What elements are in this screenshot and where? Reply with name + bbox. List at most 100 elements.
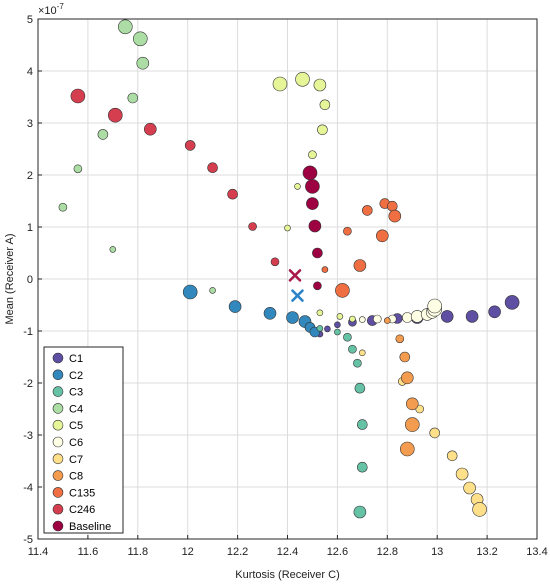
data-point <box>405 397 419 411</box>
legend-label: C3 <box>69 387 83 399</box>
data-point <box>227 188 238 200</box>
data-point <box>73 164 83 174</box>
data-point <box>263 306 277 320</box>
data-point <box>463 481 476 495</box>
data-point <box>375 229 389 243</box>
y-tick-label: -1 <box>23 326 33 338</box>
legend-label: C7 <box>69 454 83 466</box>
data-point <box>316 309 324 317</box>
legend-item-baseline: Baseline <box>52 520 111 533</box>
x-tick-label: 12.4 <box>277 546 298 558</box>
legend-item-c135: C135 <box>52 487 95 499</box>
data-point <box>353 259 367 272</box>
data-point <box>118 19 133 35</box>
data-point <box>97 129 109 140</box>
legend-label: C5 <box>69 420 83 432</box>
cross-stroke <box>288 269 302 282</box>
data-point <box>321 266 329 273</box>
series-baseline <box>302 165 323 291</box>
y-tick-label: -2 <box>23 378 33 390</box>
y-tick-label: 0 <box>27 274 33 286</box>
legend-item-c2: C2 <box>52 369 83 382</box>
series-c6 <box>358 298 443 324</box>
legend-label: C2 <box>69 370 83 382</box>
data-point <box>109 246 117 253</box>
data-point <box>358 316 366 323</box>
data-point <box>295 72 310 87</box>
data-point <box>356 461 368 473</box>
x-tick-label: 13.2 <box>476 546 497 558</box>
data-point <box>343 332 352 342</box>
data-point <box>272 76 288 92</box>
data-point <box>354 382 366 394</box>
series-c8 <box>383 317 420 457</box>
data-point <box>313 281 322 291</box>
legend-label: C4 <box>69 403 83 415</box>
data-point <box>334 321 341 329</box>
data-points <box>58 19 520 519</box>
legend-label: C1 <box>69 353 83 365</box>
x-tick-label: 12.8 <box>377 546 398 558</box>
centroid-markers <box>288 269 304 302</box>
data-point <box>343 226 352 236</box>
data-point <box>286 311 299 324</box>
data-point <box>399 441 415 457</box>
legend-item-c1: C1 <box>52 352 83 365</box>
data-point <box>184 140 196 151</box>
data-point <box>372 314 382 324</box>
data-point <box>306 197 319 210</box>
data-point <box>144 122 157 136</box>
series-c2 <box>182 284 321 338</box>
data-point <box>388 209 402 223</box>
data-point <box>108 107 123 123</box>
data-point <box>305 179 320 194</box>
data-point <box>319 99 331 111</box>
data-point <box>386 200 398 212</box>
data-point <box>395 334 405 344</box>
y-tick-label: 2 <box>27 170 33 182</box>
x-tick-label: 11.4 <box>28 546 49 558</box>
data-point <box>353 505 367 519</box>
series-c135 <box>321 198 402 298</box>
legend: C1 C2 C3 C4 C5 C6 C7 C8 C135 C246 Baseline <box>43 346 124 534</box>
y-tick-label: 1 <box>27 222 33 234</box>
data-point <box>383 317 391 324</box>
data-point <box>324 325 331 333</box>
series-c5 <box>272 72 356 323</box>
legend-swatch <box>52 386 64 397</box>
legend-swatch <box>52 419 64 431</box>
y-exponent-label: ×10-7 <box>38 2 64 17</box>
data-point <box>440 310 454 323</box>
data-point <box>317 124 328 136</box>
x-axis-title: Kurtosis (Receiver C) <box>235 569 340 581</box>
data-point <box>353 358 362 368</box>
legend-swatch <box>52 470 64 481</box>
y-axis-title: Mean (Receiver A) <box>4 233 16 324</box>
series-c1 <box>316 295 520 338</box>
legend-item-c7: C7 <box>52 453 83 466</box>
y-tick-label: 4 <box>27 66 33 78</box>
legend-item-c6: C6 <box>52 436 83 449</box>
legend-label: C6 <box>69 437 83 449</box>
centroid-marker <box>291 289 304 302</box>
y-tick-label: -4 <box>23 482 33 494</box>
data-point <box>207 162 218 173</box>
x-tick-label: 11.6 <box>78 546 99 558</box>
data-point <box>401 312 413 323</box>
data-point <box>404 417 420 432</box>
data-point <box>455 467 469 481</box>
data-point <box>400 371 414 385</box>
series-c4 <box>58 19 216 294</box>
grid <box>37 18 538 540</box>
legend-swatch <box>52 520 64 532</box>
data-point <box>133 31 148 47</box>
data-point <box>349 315 356 323</box>
legend-swatch <box>52 403 64 414</box>
legend-item-c3: C3 <box>52 386 83 399</box>
legend-swatch <box>52 369 64 381</box>
x-tick-label: 13 <box>431 546 443 558</box>
legend-swatch <box>52 453 64 465</box>
data-point <box>70 88 86 104</box>
data-point <box>308 219 322 233</box>
